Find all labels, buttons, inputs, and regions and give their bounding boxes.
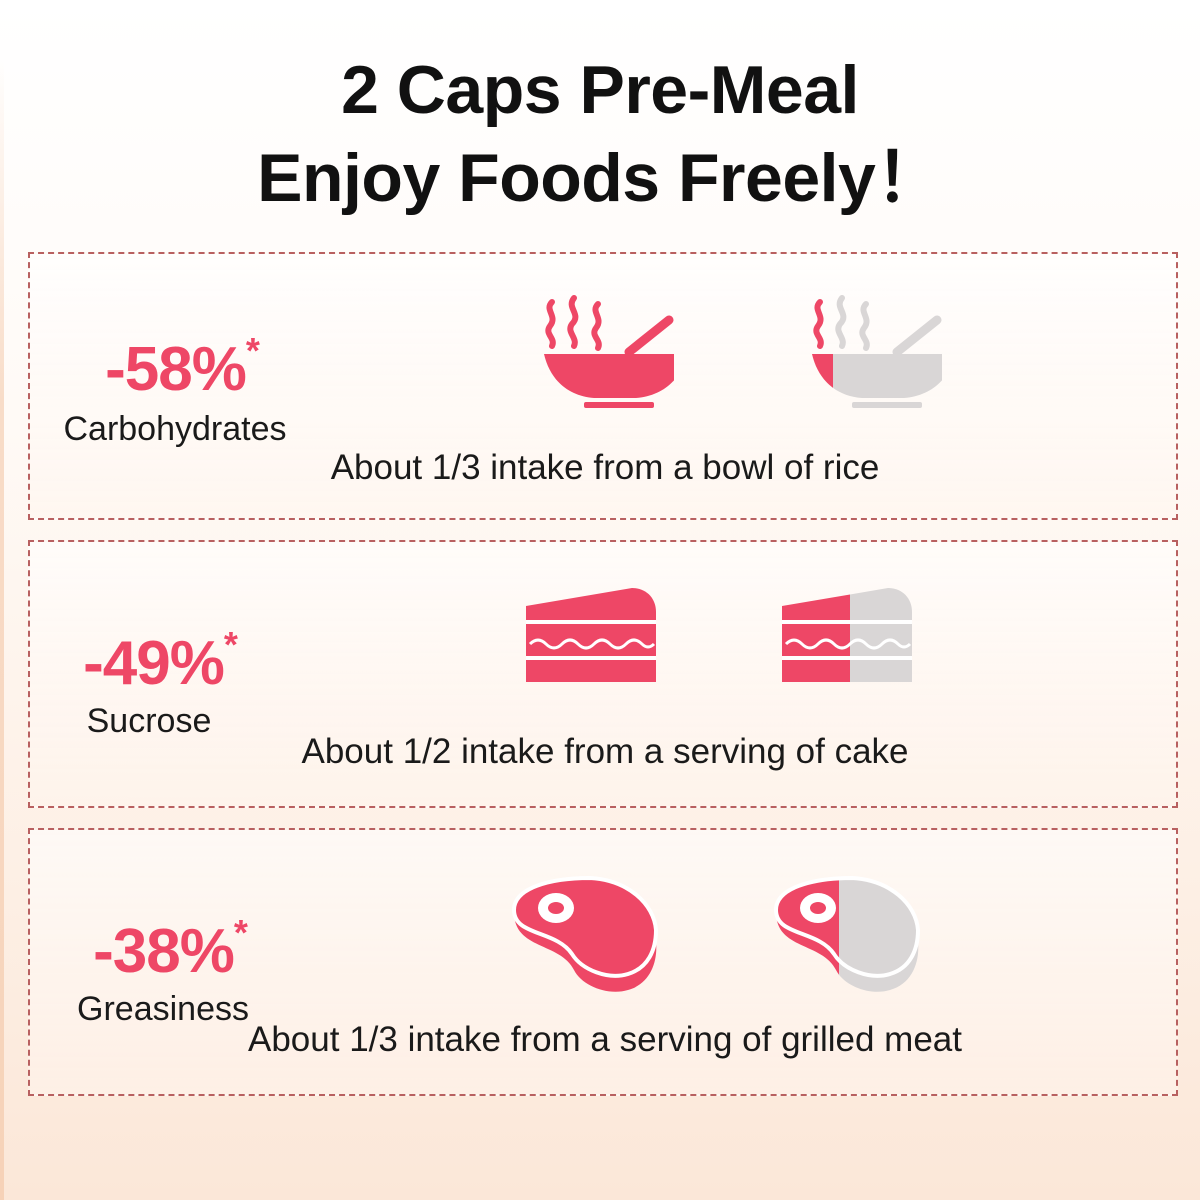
nutrient-label: Carbohydrates xyxy=(63,410,287,448)
page-edge-accent xyxy=(0,60,4,1200)
steak-partial-icon xyxy=(773,875,921,992)
percent-value: -38% xyxy=(93,917,235,986)
title-line-1: 2 Caps Pre-Meal xyxy=(341,52,859,128)
footnote-asterisk: * xyxy=(223,624,238,665)
nutrient-label: Sucrose xyxy=(86,702,212,740)
percent-reduction: -49%* xyxy=(30,624,290,699)
page-title: 2 Caps Pre-Meal Enjoy Foods Freely！ xyxy=(0,46,1200,222)
percent-reduction: -38%* xyxy=(40,912,300,987)
intake-caption: About 1/2 intake from a serving of cake xyxy=(301,732,909,771)
percent-reduction: -58%* xyxy=(52,330,312,405)
benefit-card-sucrose: -49%* Sucrose About 1/2 intake from a se… xyxy=(28,540,1178,808)
footnote-asterisk: * xyxy=(233,912,248,953)
benefit-card-carbohydrates: -58%* Carbohydrates About 1/3 intake fro… xyxy=(28,252,1178,520)
cake-slice-partial-icon xyxy=(782,588,912,682)
rice-bowl-partial-icon xyxy=(812,295,942,408)
nutrient-label: Greasiness xyxy=(77,990,249,1028)
benefit-card-greasiness: -38%* Greasiness About 1/3 intake from a… xyxy=(28,828,1178,1096)
title-line-2: Enjoy Foods Freely！ xyxy=(257,140,943,216)
intake-caption: About 1/3 intake from a serving of grill… xyxy=(248,1020,962,1059)
steak-icon xyxy=(511,875,659,992)
percent-value: -49% xyxy=(83,629,225,698)
cake-slice-icon xyxy=(526,588,656,682)
intake-caption: About 1/3 intake from a bowl of rice xyxy=(330,448,880,487)
percent-value: -58% xyxy=(105,335,247,404)
rice-bowl-icon xyxy=(544,295,674,408)
footnote-asterisk: * xyxy=(245,330,260,371)
